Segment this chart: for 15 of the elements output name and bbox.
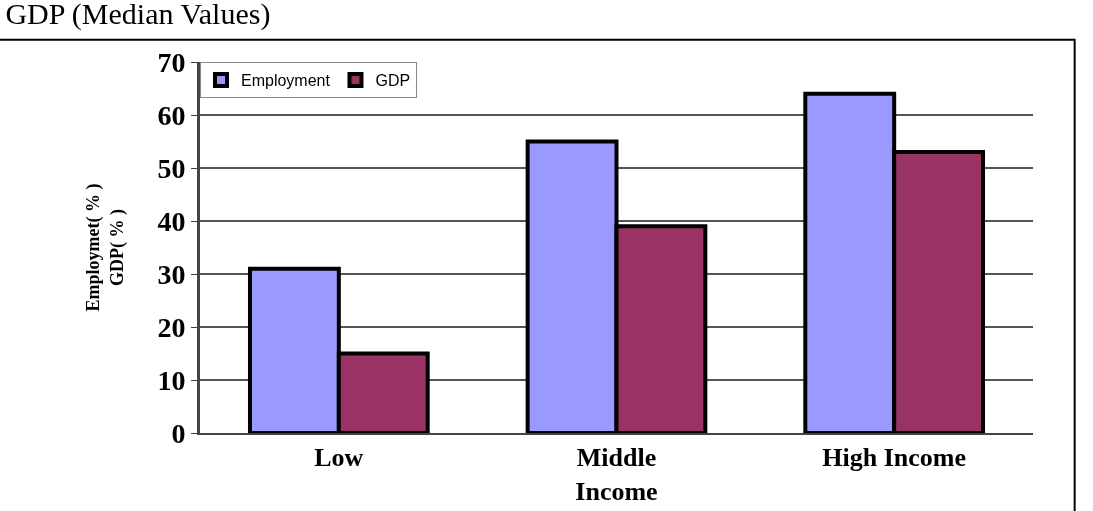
x-tick-label: Middle Income [575,443,658,506]
x-tick-label: High Income [822,443,967,473]
y-tick-label: 20 [157,311,186,343]
chart-title: GDP (Median Values) [5,0,271,31]
x-tick-label: Low [314,443,364,473]
y-tick-label: 60 [157,99,186,131]
y-tick-label: 70 [157,46,186,78]
y-tick-label: 10 [157,364,186,396]
legend-label: Employment [241,72,331,90]
y-tick-label: 0 [171,417,186,449]
y-tick-label: 50 [157,152,186,184]
legend-label: GDP [375,72,411,90]
y-tick-label: 40 [157,205,186,237]
y-axis-title: Employmet( % ) GDP( % ) [83,183,128,312]
y-tick-label: 30 [157,258,186,290]
